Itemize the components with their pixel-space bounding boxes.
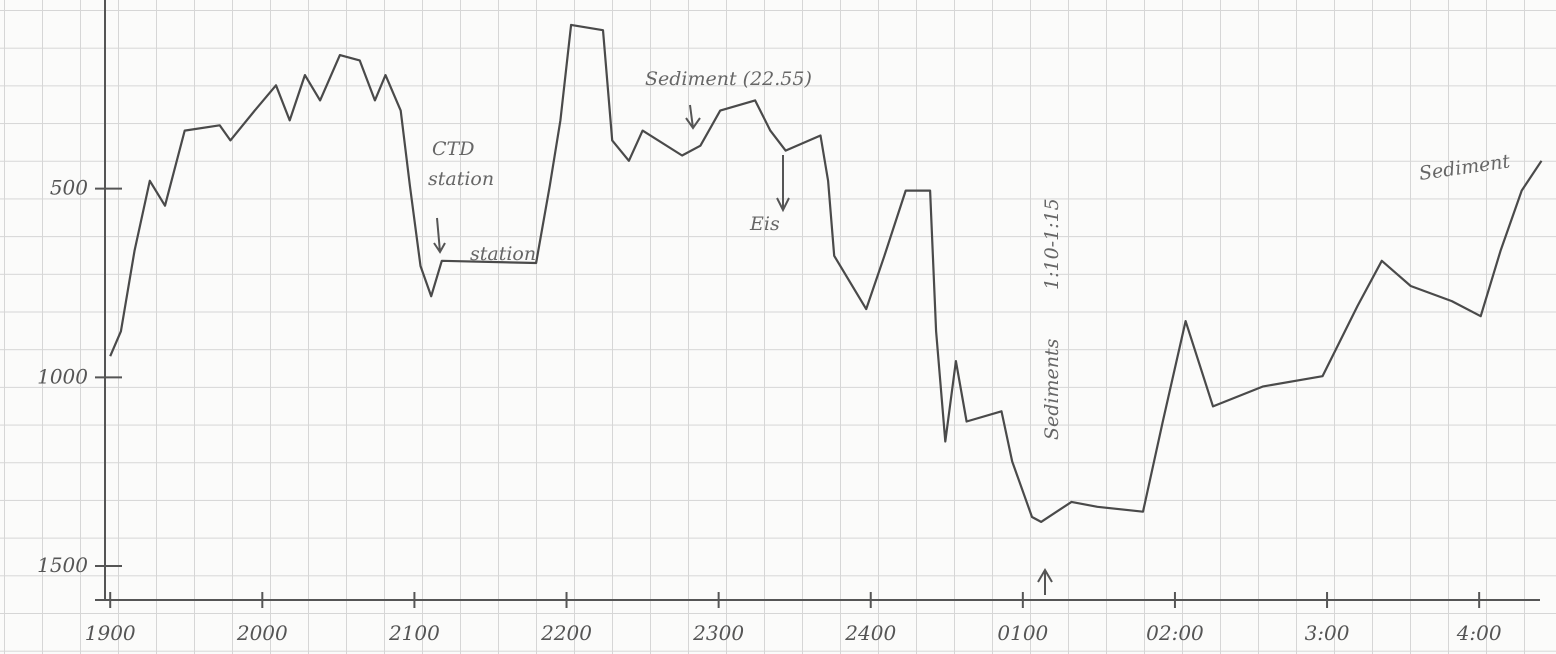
annotation: 1:10-1:15	[1041, 198, 1063, 290]
arrow	[1037, 568, 1053, 595]
x-tick-label: 3:00	[1305, 621, 1350, 645]
x-tick-label: 02:00	[1146, 621, 1204, 645]
annotation: CTD	[432, 138, 474, 160]
annotation: Sediment (22.55)	[645, 68, 812, 90]
arrows	[433, 104, 1053, 595]
y-tick-label: 500	[50, 176, 88, 200]
arrow	[685, 104, 701, 130]
x-tick-label: 2000	[236, 621, 288, 645]
annotation: Eis	[749, 213, 780, 235]
x-tick-label: 4:00	[1456, 621, 1502, 645]
arrow	[433, 217, 446, 254]
annotation: Sediments	[1041, 338, 1063, 440]
x-tick-label: 2200	[540, 621, 592, 645]
arrow	[776, 155, 790, 213]
x-tick-label: 2300	[692, 621, 744, 645]
x-tick-label: 0100	[997, 621, 1048, 645]
annotation: station	[470, 243, 536, 265]
x-tick-label: 2400	[844, 621, 896, 645]
x-tick-label: 2100	[388, 621, 440, 645]
annotation: station	[428, 168, 494, 190]
annotation: Sediment	[1418, 150, 1512, 185]
y-tick-label: 1000	[37, 364, 88, 388]
y-tick-label: 1500	[37, 553, 88, 577]
depth-line	[109, 23, 1543, 523]
x-tick-label: 1900	[85, 621, 136, 645]
